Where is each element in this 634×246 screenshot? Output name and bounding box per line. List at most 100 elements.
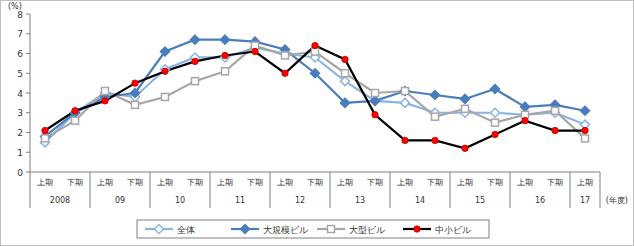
marker bbox=[402, 137, 408, 143]
x-tick-label: 下期 bbox=[487, 178, 503, 187]
marker bbox=[221, 53, 230, 62]
y-tick bbox=[26, 33, 30, 34]
x-tick-label: 下期 bbox=[127, 178, 143, 187]
year-separator bbox=[30, 172, 31, 208]
marker bbox=[161, 47, 170, 56]
year-label: 11 bbox=[235, 196, 245, 205]
y-tick bbox=[26, 172, 30, 173]
marker bbox=[401, 87, 410, 96]
year-label: 09 bbox=[115, 196, 125, 205]
marker bbox=[192, 78, 199, 85]
marker bbox=[221, 35, 230, 44]
marker bbox=[521, 102, 530, 111]
marker bbox=[432, 113, 439, 120]
legend-label: 中小ビル bbox=[435, 225, 471, 235]
marker bbox=[371, 96, 380, 105]
x-tick-label: 上期 bbox=[337, 178, 353, 187]
marker bbox=[492, 131, 498, 137]
year-separator bbox=[600, 172, 601, 208]
year-label: 17 bbox=[580, 196, 590, 205]
y-tick-label: 6 bbox=[17, 49, 23, 59]
legend-frame bbox=[137, 220, 489, 238]
marker bbox=[191, 35, 200, 44]
marker bbox=[401, 98, 410, 107]
marker bbox=[131, 89, 140, 98]
marker bbox=[102, 88, 109, 95]
marker bbox=[132, 80, 138, 86]
y-tick-label: 1 bbox=[17, 148, 23, 158]
marker bbox=[491, 85, 500, 94]
series-line bbox=[45, 46, 585, 149]
marker bbox=[282, 70, 288, 76]
x-tick-label: 上期 bbox=[277, 178, 293, 187]
y-tick bbox=[26, 73, 30, 74]
x-tick-label: 下期 bbox=[67, 178, 83, 187]
year-label: 2008 bbox=[50, 196, 70, 205]
x-tick-label: 上期 bbox=[217, 178, 233, 187]
marker bbox=[491, 108, 500, 117]
y-tick bbox=[26, 14, 30, 15]
year-separator bbox=[150, 172, 151, 208]
marker bbox=[102, 98, 108, 104]
year-separator bbox=[210, 172, 211, 208]
marker bbox=[132, 101, 139, 108]
marker bbox=[222, 52, 228, 58]
marker bbox=[42, 127, 48, 133]
x-tick-label: 上期 bbox=[577, 178, 593, 187]
legend-label: 全体 bbox=[177, 225, 195, 235]
x-tick-label: 上期 bbox=[517, 178, 533, 187]
plot-area bbox=[41, 35, 590, 151]
marker bbox=[552, 107, 559, 114]
year-separator bbox=[330, 172, 331, 208]
x-tick-label: 下期 bbox=[367, 178, 383, 187]
marker bbox=[581, 106, 590, 115]
legend-marker bbox=[414, 226, 420, 232]
x-tick-label: 上期 bbox=[97, 178, 113, 187]
x-tick-label: 下期 bbox=[307, 178, 323, 187]
y-tick-label: 0 bbox=[17, 168, 23, 178]
marker bbox=[402, 88, 409, 95]
marker bbox=[462, 145, 468, 151]
x-tick-label: 下期 bbox=[187, 178, 203, 187]
y-axis-label: (%) bbox=[8, 2, 22, 11]
x-tick-label: 下期 bbox=[247, 178, 263, 187]
year-separator bbox=[510, 172, 511, 208]
y-tick-label: 3 bbox=[17, 108, 23, 118]
year-separator bbox=[570, 172, 571, 208]
marker bbox=[461, 94, 470, 103]
x-tick-label: 上期 bbox=[397, 178, 413, 187]
legend-label: 大型ビル bbox=[349, 225, 385, 235]
marker bbox=[372, 90, 379, 97]
legend-label: 大規模ビル bbox=[263, 225, 308, 235]
year-separator bbox=[270, 172, 271, 208]
year-separator bbox=[450, 172, 451, 208]
y-tick bbox=[26, 152, 30, 153]
marker bbox=[342, 70, 349, 77]
marker bbox=[582, 135, 589, 142]
x-tick-label: 上期 bbox=[157, 178, 173, 187]
marker bbox=[312, 42, 318, 48]
series-line bbox=[45, 46, 585, 139]
marker bbox=[311, 69, 320, 78]
marker bbox=[372, 112, 378, 118]
marker bbox=[72, 117, 79, 124]
marker bbox=[282, 52, 289, 59]
marker bbox=[582, 127, 588, 133]
marker bbox=[162, 68, 168, 74]
marker bbox=[72, 108, 78, 114]
marker bbox=[192, 58, 198, 64]
marker bbox=[42, 135, 49, 142]
legend-marker bbox=[241, 225, 250, 234]
y-tick-label: 4 bbox=[17, 89, 23, 99]
x-tick-label: 上期 bbox=[457, 178, 473, 187]
year-label: 13 bbox=[355, 196, 365, 205]
marker bbox=[462, 105, 469, 112]
x-axis bbox=[30, 172, 600, 173]
marker bbox=[222, 68, 229, 75]
year-label: 14 bbox=[415, 196, 425, 205]
y-tick-label: 8 bbox=[17, 10, 23, 20]
year-label: 16 bbox=[535, 196, 545, 205]
marker bbox=[342, 56, 348, 62]
marker bbox=[432, 137, 438, 143]
marker bbox=[431, 90, 440, 99]
